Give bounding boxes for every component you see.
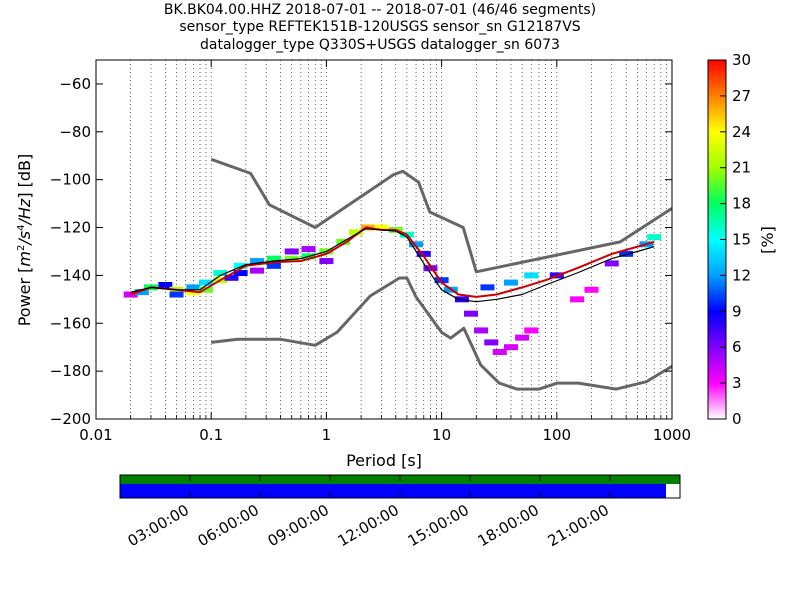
density-cell <box>158 281 173 288</box>
x-tick-label: 0.01 <box>79 426 112 444</box>
colorbar-tick-label: 3 <box>732 374 742 392</box>
density-cell <box>284 248 299 255</box>
x-tick-label: 1 <box>322 426 332 444</box>
density-cell <box>492 348 507 355</box>
chart-title: BK.BK04.00.HHZ 2018-07-01 -- 2018-07-01 … <box>163 2 597 18</box>
colorbar-tick-label: 6 <box>732 338 742 356</box>
density-cell <box>374 224 389 231</box>
mode-curve <box>130 226 655 298</box>
time-tick-label: 09:00:00 <box>265 501 332 550</box>
density-cell <box>224 274 239 281</box>
time-tick-label: 21:00:00 <box>545 501 612 550</box>
y-axis-label: Power [m2/s4/Hz] [dB] <box>15 154 34 327</box>
density-cell <box>284 255 299 262</box>
y-tick-label: −100 <box>50 171 91 189</box>
colorbar-tick-label: 24 <box>732 123 751 141</box>
density-cell <box>570 296 585 303</box>
coverage-timeline: 03:00:00 06:00:00 09:00:00 12:00:00 15:00:00… <box>119 474 681 550</box>
density-cell <box>515 334 530 341</box>
density-cell <box>584 286 599 293</box>
density-cell <box>619 250 634 257</box>
ppsd-coverage-bar <box>120 484 666 498</box>
density-cell <box>423 265 438 272</box>
density-cell <box>250 267 265 274</box>
colorbar-tick-label: 30 <box>732 51 751 69</box>
density-cell <box>134 289 149 296</box>
density-cell <box>213 270 228 277</box>
time-tick-label: 06:00:00 <box>195 501 262 550</box>
x-tick-label: 0.1 <box>199 426 223 444</box>
colorbar-label: [%] <box>758 226 777 254</box>
density-cell <box>233 262 248 269</box>
density-cell <box>169 291 184 298</box>
density-cell <box>123 291 138 298</box>
colorbar-tick-label: 12 <box>732 266 751 284</box>
time-tick-label: 12:00:00 <box>335 501 402 550</box>
y-tick-label: −140 <box>50 266 91 284</box>
density-cell <box>319 258 334 265</box>
density-cell <box>480 284 495 291</box>
colorbar-tick-label: 9 <box>732 302 742 320</box>
density-cell <box>604 260 619 267</box>
density-cell <box>198 279 213 286</box>
y-tick-label: −120 <box>50 219 91 237</box>
density-cell <box>464 310 479 317</box>
density-cell <box>503 279 518 286</box>
plot-frame <box>95 59 673 420</box>
colorbar-tick-label: 0 <box>732 410 742 428</box>
density-cell <box>524 272 539 279</box>
colorbar-tick-label: 21 <box>732 159 751 177</box>
density-cell <box>250 258 265 265</box>
nlnm-curve <box>211 276 672 391</box>
density-cell <box>301 246 316 253</box>
x-tick-label: 1000 <box>653 426 691 444</box>
time-tick-label: 15:00:00 <box>405 501 472 550</box>
x-axis-label: Period [s] <box>346 451 422 470</box>
density-cell <box>348 229 363 236</box>
density-cell <box>416 250 431 257</box>
density-cell <box>524 327 539 334</box>
density-cell <box>409 241 424 248</box>
y-tick-label: −80 <box>59 123 91 141</box>
chart-subtitle-sensor: sensor_type REFTEK151B-120USGS sensor_sn… <box>179 19 581 35</box>
density-cell <box>434 277 449 284</box>
time-tick-label: 18:00:00 <box>475 501 542 550</box>
chart-subtitle-datalogger: datalogger_type Q330S+USGS datalogger_sn… <box>200 37 560 53</box>
colorbar-tick-label: 27 <box>732 87 751 105</box>
density-cell <box>266 262 281 269</box>
y-tick-label: −180 <box>50 362 91 380</box>
density-cell <box>474 327 489 334</box>
density-cell <box>186 284 201 291</box>
density-cell <box>266 255 281 262</box>
density-cell <box>647 234 662 241</box>
y-tick-label: −160 <box>50 314 91 332</box>
density-cell <box>484 339 499 346</box>
colorbar-tick-label: 18 <box>732 195 751 213</box>
y-tick-label: −200 <box>50 410 91 428</box>
nhnm-curve <box>210 157 672 274</box>
plot-area <box>96 60 672 419</box>
density-cell <box>503 344 518 351</box>
colorbar-tick-label: 15 <box>732 231 751 249</box>
y-tick-label: −60 <box>59 75 91 93</box>
time-tick-label: 03:00:00 <box>125 501 192 550</box>
x-tick-label: 10 <box>432 426 451 444</box>
mean-curve <box>130 228 655 303</box>
density-cell <box>233 270 248 277</box>
x-tick-label: 100 <box>542 426 571 444</box>
